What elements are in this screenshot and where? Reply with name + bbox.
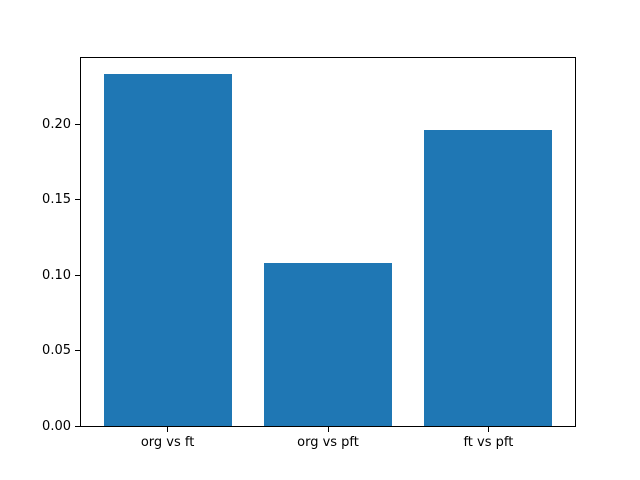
y-axis-tick-mark [75, 425, 80, 427]
bar-org-vs-ft [103, 74, 232, 426]
y-axis-tick-label: 0.05 [42, 343, 71, 358]
x-axis-tick-label: ft vs pft [463, 435, 514, 450]
bar-org-vs-pft [263, 262, 393, 426]
y-axis-tick-mark [75, 350, 80, 351]
y-axis-tick-mark [75, 274, 80, 276]
x-axis-tick-mark [167, 427, 169, 432]
x-axis-tick-mark [327, 427, 329, 432]
y-axis-tick-label: 0.15 [42, 192, 71, 207]
y-axis-tick-mark [75, 199, 80, 200]
x-axis-tick-label: org vs ft [140, 435, 195, 450]
y-axis-tick-mark [75, 123, 80, 125]
bar-ft-vs-pft [424, 130, 553, 426]
y-axis-tick-label: 0.10 [42, 267, 71, 283]
x-axis-tick-mark [487, 427, 489, 432]
y-axis-tick-label: 0.20 [42, 116, 71, 132]
x-axis-tick-label: org vs pft [297, 435, 359, 450]
y-axis-tick-label: 0.00 [42, 418, 71, 434]
plot-area [80, 57, 576, 427]
